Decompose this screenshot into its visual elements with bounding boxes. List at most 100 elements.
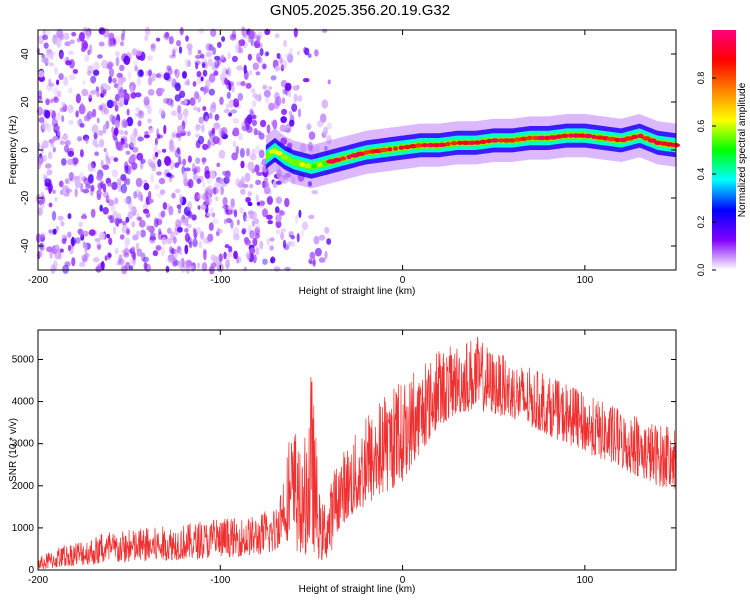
spectrogram-noise-dot (158, 134, 164, 139)
spectrogram-noise-dot (243, 211, 247, 222)
spectrogram-noise-dot (228, 82, 232, 92)
spectrogram-noise-dot (136, 216, 142, 221)
spectrogram-noise-dot (50, 98, 54, 104)
spectrogram-noise-dot (111, 169, 119, 178)
spectrogram-noise-dot (219, 180, 223, 185)
spectrogram-noise-dot (247, 191, 252, 197)
spectrogram-noise-dot (108, 237, 113, 246)
spectrogram-noise-dot (232, 140, 237, 148)
spectrogram-noise-dot (179, 27, 184, 36)
snr-plot-area (38, 330, 676, 570)
spectrogram-noise-dot (62, 264, 70, 274)
spectrogram-noise-dot (240, 160, 245, 169)
spectrogram-noise-dot (326, 135, 332, 145)
spectrogram-noise-dot (48, 82, 55, 87)
spectrogram-noise-dot (232, 117, 240, 124)
spectrogram-noise-dot (143, 96, 150, 106)
spectrogram-noise-dot (244, 116, 252, 127)
spectrogram-ridge-peak (631, 134, 639, 139)
spectrogram-noise-dot (162, 202, 167, 210)
spectrogram-noise-dot (52, 96, 60, 104)
spectrogram-noise-dot (252, 92, 258, 99)
spectrogram-noise-dot (89, 44, 93, 55)
spectrogram-noise-dot (191, 168, 198, 173)
spectrogram-noise-dot (115, 261, 121, 266)
spectrogram-noise-dot (43, 42, 49, 49)
spectrogram-noise-dot (53, 67, 59, 75)
spectrogram-noise-dot (38, 117, 45, 123)
spectrogram-noise-dot (194, 192, 201, 202)
spectrogram-noise-dot (55, 244, 59, 251)
spectrogram-noise-dot (246, 147, 250, 157)
spectrogram-noise-dot (132, 234, 139, 241)
spectrogram-noise-dot (176, 147, 181, 155)
spectrogram-noise-dot (211, 127, 216, 135)
spectrogram-noise-dot (44, 163, 52, 169)
spectrogram-noise-dot (151, 156, 157, 165)
spectrogram-noise-dot (203, 111, 210, 122)
snr-y-tick-label: 0 (28, 565, 34, 576)
spectrogram-noise-dot (210, 28, 217, 37)
spectrogram-noise-dot (90, 184, 95, 192)
spectrogram-noise-dot (205, 190, 209, 200)
spectrogram-noise-dot (45, 57, 51, 64)
spectrogram-noise-dot (41, 58, 47, 63)
spectrogram-noise-dot (296, 51, 301, 56)
spectrogram-noise-dot (90, 208, 96, 218)
spectrogram-noise-dot (84, 242, 88, 253)
spectrogram-noise-dot (217, 229, 224, 234)
spectrogram-noise-dot (171, 78, 177, 88)
spectrogram-noise-dot (42, 34, 49, 41)
spectrogram-noise-dot (249, 183, 254, 189)
spectrogram-noise-dot (268, 102, 275, 111)
spectrogram-noise-dot (247, 161, 255, 171)
spectrogram-noise-dot (187, 178, 194, 189)
spectrogram-noise-dot (255, 194, 260, 202)
spectrogram-noise-dot (174, 188, 181, 194)
spectrogram-noise-dot (193, 106, 198, 111)
spectrogram-noise-dot (117, 142, 124, 152)
spectrogram-ridge-peak (637, 133, 644, 139)
spectrogram-noise-dot (201, 61, 206, 68)
colorbar-tick-label: 0.2 (696, 216, 706, 229)
spectrogram-noise-dot (224, 77, 228, 85)
spectrogram-noise-dot (91, 124, 99, 134)
spectrogram-noise-dot (200, 76, 204, 82)
spectrogram-noise-dot (174, 68, 180, 79)
spectrogram-noise-dot (308, 214, 315, 220)
spectrogram-noise-dot (249, 108, 254, 116)
spectrogram-noise-dot (126, 178, 131, 186)
spectrogram-noise-dot (143, 182, 150, 191)
spectrogram-noise-dot (82, 80, 86, 86)
spectrogram-noise-dot (179, 90, 186, 99)
spectrogram-noise-dot (256, 201, 261, 206)
spectrogram-noise-dot (186, 211, 193, 217)
spectrogram-noise-dot (131, 221, 136, 228)
spectrogram-noise-dot (173, 46, 178, 53)
spectrogram-noise-dot (80, 101, 84, 110)
spectrogram-noise-dot (192, 173, 199, 181)
spectrogram-noise-dot (52, 86, 59, 96)
spectrogram-noise-dot (83, 177, 91, 185)
spectrogram-noise-dot (172, 236, 177, 244)
spectrogram-noise-dot (148, 127, 154, 134)
spectrogram-noise-dot (235, 43, 239, 54)
spectrogram-noise-dot (253, 128, 258, 136)
spectrogram-noise-dot (206, 52, 211, 57)
spectrogram-noise-dot (201, 262, 208, 272)
spectrogram-noise-dot (121, 220, 127, 226)
spectrogram-noise-dot (56, 90, 62, 98)
spectrogram-noise-dot (245, 251, 251, 260)
spectrogram-noise-dot (236, 219, 240, 226)
spectrogram-noise-dot (141, 252, 146, 262)
spectrogram-noise-dot (161, 236, 167, 246)
spectrogram-noise-dot (128, 265, 134, 271)
spectrogram-noise-dot (288, 110, 293, 116)
spectrogram-noise-dot (61, 134, 69, 140)
spectrogram-noise-dot (57, 129, 61, 137)
spectrogram-noise-dot (148, 69, 152, 77)
spectrogram-noise-dot (145, 196, 149, 205)
spectrogram-noise-dot (153, 217, 159, 228)
